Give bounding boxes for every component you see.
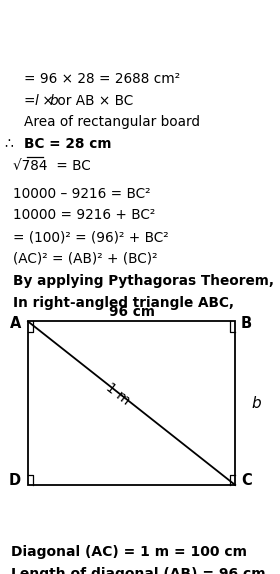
Text: 96 cm: 96 cm <box>109 305 155 319</box>
Text: 10000 – 9216 = BC²: 10000 – 9216 = BC² <box>13 187 150 200</box>
Text: ×: × <box>38 94 59 107</box>
Text: Area of rectangular board: Area of rectangular board <box>24 115 200 129</box>
Text: D: D <box>9 473 21 488</box>
Text: 1 m: 1 m <box>103 380 133 408</box>
Text: BC = 28 cm: BC = 28 cm <box>24 137 111 151</box>
Text: C: C <box>241 473 251 488</box>
Text: = (100)² = (96)² + BC²: = (100)² = (96)² + BC² <box>13 230 168 244</box>
Text: (AC)² = (AB)² + (BC)²: (AC)² = (AB)² + (BC)² <box>13 252 157 266</box>
Text: =: = <box>24 94 40 107</box>
Text: b: b <box>50 94 58 107</box>
Text: ∴: ∴ <box>4 137 13 151</box>
Text: By applying Pythagoras Theorem,: By applying Pythagoras Theorem, <box>13 274 274 288</box>
Bar <box>28 321 235 485</box>
Text: In right-angled triangle ABC,: In right-angled triangle ABC, <box>13 296 234 309</box>
Text: Diagonal (AC) = 1 m = 100 cm: Diagonal (AC) = 1 m = 100 cm <box>11 545 247 559</box>
Text: = 96 × 28 = 2688 cm²: = 96 × 28 = 2688 cm² <box>24 72 180 86</box>
Text: 10000 = 9216 + BC²: 10000 = 9216 + BC² <box>13 208 155 222</box>
Text: A: A <box>10 316 21 331</box>
Text: b: b <box>251 395 261 411</box>
Text: l: l <box>34 94 38 107</box>
Text: √784  = BC: √784 = BC <box>13 159 90 173</box>
Text: B: B <box>241 316 252 331</box>
Text: or AB × BC: or AB × BC <box>53 94 134 107</box>
Text: Length of diagonal (AB) = 96 cm: Length of diagonal (AB) = 96 cm <box>11 567 266 574</box>
